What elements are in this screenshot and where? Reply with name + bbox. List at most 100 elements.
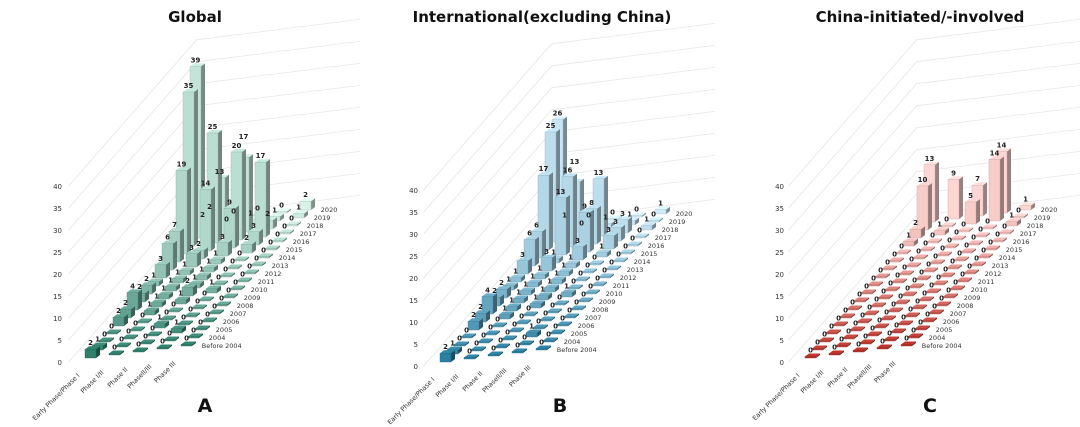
bar-top: [224, 205, 239, 209]
bar-side: [192, 341, 196, 346]
bar-front: [154, 264, 167, 279]
bar-side: [586, 276, 590, 281]
bar-front: [835, 345, 848, 348]
data-label: 0: [481, 332, 486, 340]
data-label: 1: [168, 277, 173, 285]
bar-front: [1019, 205, 1032, 211]
bar-top: [854, 297, 869, 301]
data-label: 0: [560, 315, 565, 323]
bar-side: [227, 301, 231, 306]
bar: [832, 321, 848, 327]
bar-front: [581, 271, 594, 274]
data-label: 1: [547, 278, 552, 286]
data-label: 0: [457, 335, 462, 343]
bar: [505, 303, 521, 312]
bar-side: [638, 241, 642, 246]
data-label: 0: [981, 247, 986, 255]
bar-top: [258, 253, 273, 257]
bar: [571, 243, 587, 261]
bar-front: [563, 316, 576, 319]
bar-front: [564, 263, 577, 269]
bar: [939, 272, 955, 278]
bar-side: [117, 329, 121, 334]
bar: [605, 265, 621, 271]
bar-front: [605, 268, 618, 271]
bar-top: [534, 271, 549, 275]
bar-front: [511, 351, 524, 354]
bar-top: [923, 267, 938, 271]
bar-side: [607, 249, 611, 257]
phase-label: Phase III: [152, 360, 177, 385]
bar-top: [901, 341, 916, 345]
bar-top: [151, 299, 166, 303]
bar-top: [206, 285, 221, 289]
data-label: 0: [224, 216, 229, 224]
bar-side: [940, 309, 944, 314]
bar-front: [157, 294, 170, 300]
bar: [230, 149, 246, 241]
bar: [164, 283, 180, 292]
bar: [487, 351, 503, 357]
bar: [275, 208, 291, 214]
bar: [900, 341, 916, 347]
bar-side: [961, 285, 965, 290]
bar-top: [550, 329, 565, 333]
bar-front: [950, 238, 963, 241]
bar-top: [255, 159, 270, 163]
bar-side: [187, 167, 191, 254]
data-label: 14: [990, 149, 1000, 157]
bar-top: [127, 289, 142, 293]
bar-side: [248, 277, 252, 282]
bar: [498, 311, 514, 320]
bar-side: [628, 216, 632, 233]
bar-front: [505, 306, 518, 312]
bar: [523, 236, 539, 267]
bar: [539, 316, 555, 322]
data-label: 1: [206, 258, 211, 266]
bar-side: [582, 305, 586, 310]
bar-side: [242, 149, 246, 240]
bar-front: [598, 276, 611, 279]
data-label: 0: [539, 339, 544, 347]
data-label: 0: [588, 283, 593, 291]
data-label: 0: [974, 255, 979, 263]
year-label: Before 2004: [202, 342, 242, 350]
bar: [947, 176, 963, 220]
bar: [825, 329, 841, 335]
data-label: 0: [184, 335, 189, 343]
gridline: [423, 45, 715, 213]
bar: [146, 331, 162, 337]
bar: [591, 281, 607, 287]
bar-front: [275, 211, 288, 214]
bar: [154, 261, 170, 279]
data-label: 1: [599, 243, 604, 251]
bar-top: [571, 305, 586, 309]
bar: [874, 273, 890, 279]
bar: [908, 283, 924, 289]
year-label: 2005: [936, 326, 953, 334]
bar-side: [600, 260, 604, 265]
bar-side: [944, 280, 948, 285]
bar-top: [519, 340, 534, 344]
bar-front: [654, 209, 667, 215]
bar-front: [453, 344, 466, 347]
bar-front: [519, 290, 532, 296]
data-label: 1: [1009, 212, 1014, 220]
bar-top: [881, 315, 896, 319]
bar-top: [999, 229, 1014, 233]
bar: [546, 308, 562, 314]
bar-top: [265, 245, 280, 249]
bar-top: [902, 291, 917, 295]
bar: [883, 336, 899, 342]
bar: [532, 324, 548, 330]
bar-front: [129, 329, 142, 332]
bar-side: [194, 89, 198, 246]
bar-side: [910, 270, 914, 275]
bar-side: [844, 321, 848, 326]
bar: [828, 350, 844, 356]
bar-front: [535, 348, 548, 351]
data-label: 3: [620, 210, 625, 218]
data-label: 0: [195, 298, 200, 306]
